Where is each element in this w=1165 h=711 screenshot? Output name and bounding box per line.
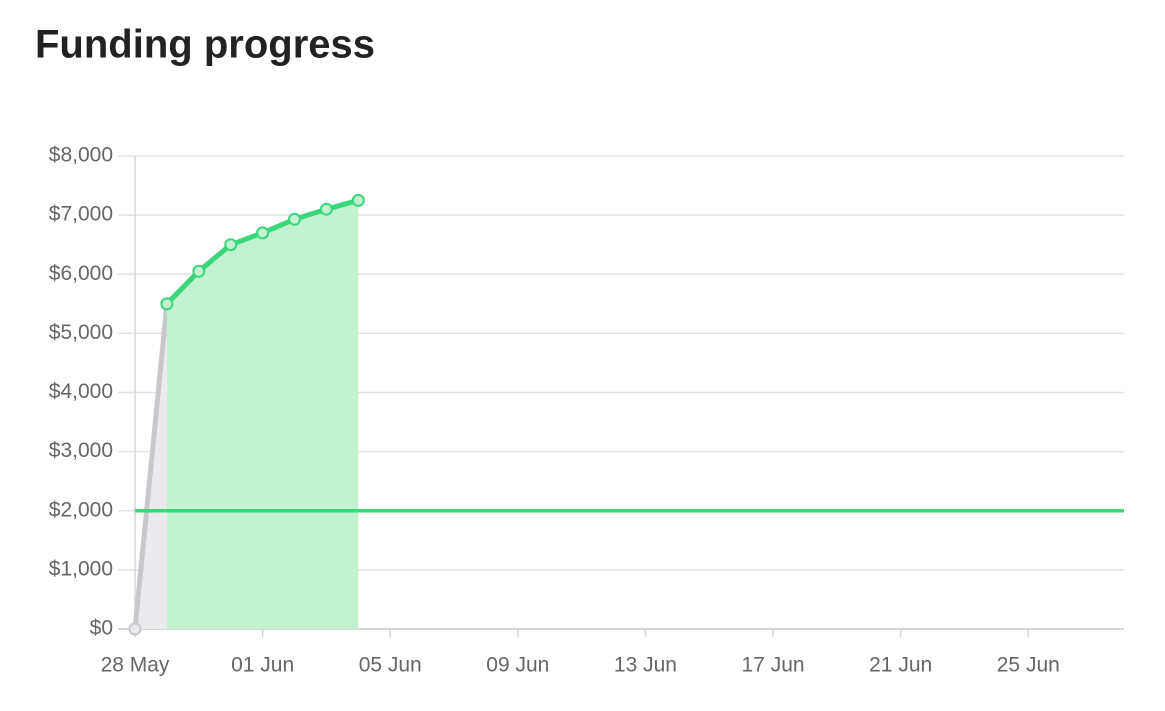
x-tick-label: 21 Jun <box>869 654 932 677</box>
y-tick-label: $8,000 <box>49 144 113 167</box>
x-tick-label: 17 Jun <box>742 654 805 677</box>
point <box>224 238 238 252</box>
x-tick-label: 09 Jun <box>486 654 549 677</box>
area <box>166 200 359 629</box>
y-tick-label: $0 <box>90 617 113 640</box>
x-tick-label: 01 Jun <box>231 654 294 677</box>
point <box>160 297 174 311</box>
y-tick-label: $7,000 <box>49 203 113 226</box>
y-tick-label: $3,000 <box>49 439 113 462</box>
y-tick-label: $5,000 <box>49 321 113 344</box>
point <box>319 202 333 216</box>
x-tick-label: 05 Jun <box>359 654 422 677</box>
y-tick-label: $4,000 <box>49 380 113 403</box>
chart-title: Funding progress <box>35 23 375 67</box>
x-tick-label: 13 Jun <box>614 654 677 677</box>
x-tick-label: 25 Jun <box>997 654 1060 677</box>
point <box>256 226 270 240</box>
point <box>351 193 365 207</box>
point <box>192 264 206 278</box>
line <box>132 303 170 630</box>
y-tick-label: $6,000 <box>49 262 113 285</box>
y-tick-label: $2,000 <box>49 498 113 521</box>
y-tick-label: $1,000 <box>49 557 113 580</box>
x-tick-label: 28 May <box>101 654 170 677</box>
point <box>128 622 142 636</box>
point <box>288 212 302 226</box>
